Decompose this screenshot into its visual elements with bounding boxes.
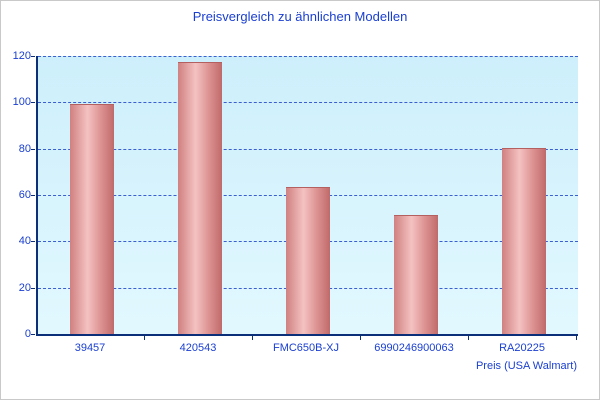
x-tick-mark-4 (576, 336, 577, 340)
y-tick-mark-80 (31, 148, 35, 150)
gridline-y80 (38, 148, 578, 150)
x-tick-label-39457: 39457 (74, 342, 106, 354)
gridline-y100 (38, 102, 578, 104)
x-tick-mark-1 (252, 336, 253, 340)
x-axis-title: Preis (USA Walmart) (475, 360, 577, 372)
y-tick-mark-20 (31, 287, 35, 289)
y-tick-label-120: 120 (12, 50, 31, 62)
y-tick-mark-60 (31, 195, 35, 196)
gridline-y120 (38, 56, 578, 57)
bar-39457 (70, 103, 114, 334)
bar-RA20225 (502, 147, 546, 334)
x-tick-mark-0 (144, 336, 145, 340)
y-tick-label-0: 0 (24, 328, 31, 340)
y-tick-mark-120 (31, 56, 35, 57)
y-tick-label-100: 100 (12, 96, 31, 109)
y-tick-label-20: 20 (18, 281, 31, 294)
bar-420543 (178, 61, 222, 334)
y-tick-label-60: 60 (18, 189, 31, 201)
x-tick-label-420543: 420543 (179, 342, 217, 354)
bar-FMC650B-XJ (286, 187, 330, 334)
plot-area (36, 56, 578, 336)
y-tick-label-80: 80 (18, 142, 31, 155)
x-tick-mark-2 (360, 336, 361, 340)
y-tick-label-40: 40 (18, 235, 31, 248)
chart-title: Preisvergleich zu ähnlichen Modellen (192, 9, 408, 24)
x-tick-label-RA20225: RA20225 (499, 342, 545, 354)
x-tick-label-FMC650B-XJ: FMC650B-XJ (272, 342, 340, 354)
y-tick-mark-40 (31, 241, 35, 243)
y-tick-mark-100 (31, 102, 35, 104)
x-tick-mark-3 (468, 336, 469, 340)
bar-6990246900063 (394, 214, 438, 334)
y-tick-mark-0 (31, 334, 35, 335)
x-tick-label-6990246900063: 6990246900063 (374, 342, 454, 354)
